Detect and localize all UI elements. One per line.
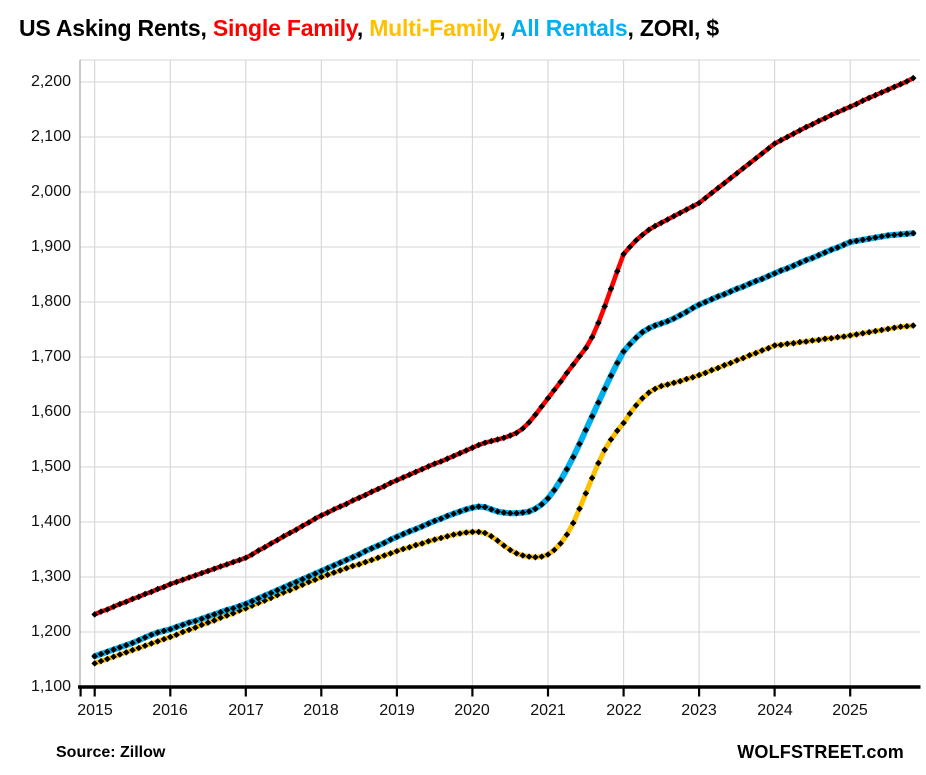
site-label: WOLFSTREET.com	[737, 742, 904, 762]
x-axis-label: 2022	[606, 702, 642, 719]
y-axis-label: 2,100	[30, 128, 71, 145]
x-axis-ticks	[79, 687, 852, 697]
y-axis-label: 1,100	[30, 678, 71, 695]
x-axis-label: 2019	[379, 702, 415, 719]
y-axis-label: 2,200	[30, 73, 71, 90]
series-all-rentals-markers	[91, 229, 917, 660]
source-label: Source: Zillow	[56, 744, 166, 761]
y-axis-label: 2,000	[30, 183, 71, 200]
x-axis-label: 2017	[228, 702, 264, 719]
x-axis-label: 2020	[454, 702, 490, 719]
title-part-multi-family: Multi-Family	[369, 15, 500, 41]
y-axis-label: 1,600	[30, 403, 71, 420]
x-axis-label: 2016	[152, 702, 188, 719]
x-axis-label: 2025	[832, 702, 868, 719]
x-axis-label: 2024	[757, 702, 793, 719]
y-axis-label: 1,400	[30, 513, 71, 530]
title-part-all-rentals: All Rentals	[510, 15, 628, 41]
y-axis-label: 1,900	[30, 238, 71, 255]
title-part-single-family: Single Family	[212, 15, 357, 41]
y-axis-label: 1,300	[30, 568, 71, 585]
x-axis-label: 2021	[530, 702, 566, 719]
y-axis-label: 1,700	[30, 348, 71, 365]
title-part-plain-4: , ZORI, $	[627, 15, 719, 41]
series-all-rentals-line	[91, 230, 917, 660]
y-axis-label: 1,800	[30, 293, 71, 310]
x-axis-label: 2023	[681, 702, 717, 719]
y-axis-label: 1,500	[30, 458, 71, 475]
title-part-plain-3: ,	[499, 15, 511, 41]
x-axis-label: 2015	[77, 702, 113, 719]
series-single-family-markers	[91, 74, 917, 618]
chart-title: US Asking Rents, Single Family, Multi-Fa…	[19, 15, 909, 42]
title-part-plain-2: ,	[356, 15, 370, 41]
grid-lines	[80, 59, 920, 687]
x-axis-label: 2018	[303, 702, 339, 719]
y-axis-label: 1,200	[30, 623, 71, 640]
title-part-plain-1: US Asking Rents,	[19, 15, 213, 41]
series-single-family-line	[92, 75, 916, 617]
